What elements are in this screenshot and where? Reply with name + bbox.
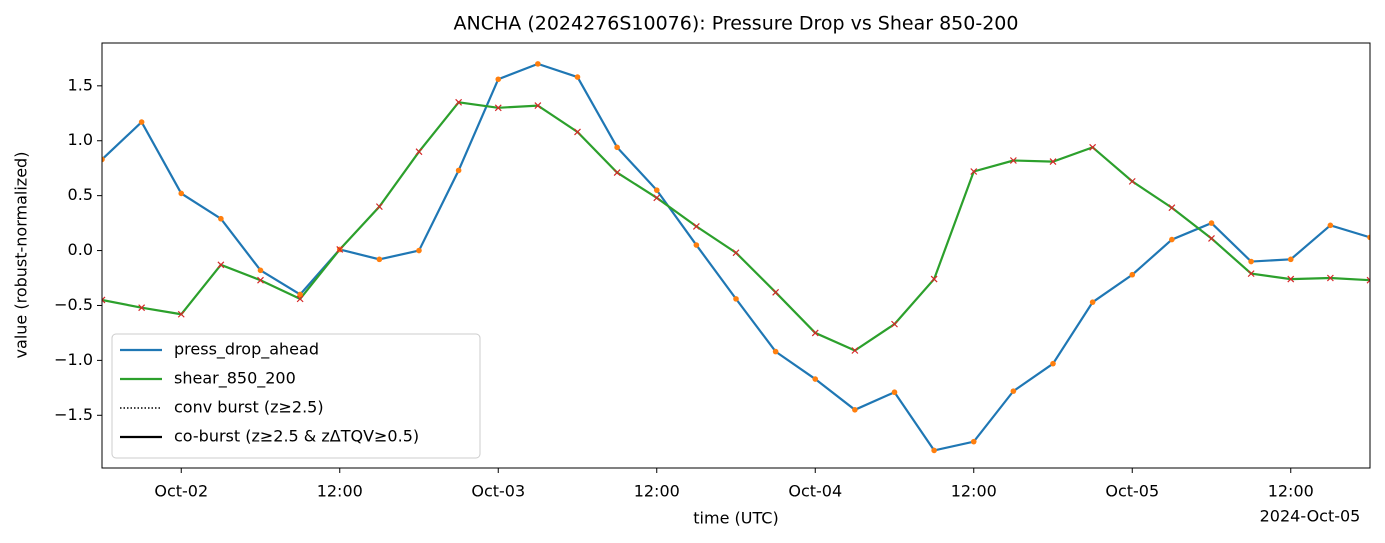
- legend-label: conv burst (z≥2.5): [174, 398, 324, 417]
- marker: [1287, 256, 1294, 263]
- marker: [1128, 177, 1136, 185]
- marker: [693, 242, 700, 248]
- marker: [217, 261, 225, 269]
- marker: [177, 310, 185, 318]
- marker: [257, 276, 264, 284]
- marker: [574, 74, 581, 80]
- marker: [891, 389, 898, 396]
- marker: [812, 376, 819, 382]
- marker: [336, 246, 344, 253]
- legend-label: co-burst (z≥2.5 & zΔTQV≥0.5): [174, 427, 419, 446]
- marker: [811, 329, 819, 337]
- marker: [614, 144, 620, 151]
- marker: [1049, 158, 1057, 166]
- marker: [455, 167, 462, 174]
- marker: [772, 288, 780, 296]
- marker: [1010, 388, 1017, 394]
- x-tick-label: Oct-02: [154, 482, 208, 501]
- marker: [1208, 235, 1215, 242]
- chart-title: ANCHA (2024276S10076): Pressure Drop vs …: [454, 13, 1019, 35]
- y-tick-label: 1.0: [68, 130, 93, 149]
- y-tick-label: 1.5: [68, 75, 93, 94]
- plot-frame: [101, 42, 1371, 469]
- marker: [613, 169, 621, 177]
- marker: [970, 438, 977, 445]
- marker: [416, 247, 422, 254]
- y-tick-label: −1.0: [54, 350, 93, 369]
- marker: [891, 320, 898, 328]
- marker: [138, 119, 145, 125]
- marker: [970, 168, 978, 175]
- marker: [1168, 204, 1176, 212]
- marker: [178, 190, 185, 197]
- marker: [1248, 258, 1254, 265]
- x-tick-label: Oct-04: [788, 482, 842, 501]
- marker: [1009, 157, 1017, 164]
- y-tick-label: −0.5: [54, 295, 93, 314]
- marker: [733, 296, 739, 302]
- marker: [1089, 143, 1097, 151]
- marker: [138, 304, 146, 312]
- marker: [297, 291, 303, 298]
- marker: [1129, 271, 1136, 278]
- marker: [375, 203, 383, 211]
- marker: [415, 148, 423, 156]
- x-axis-label: time (UTC): [693, 509, 778, 528]
- series-line: [102, 101, 1370, 352]
- legend-label: shear_850_200: [174, 369, 296, 389]
- marker: [851, 347, 859, 354]
- x-offset-label: 2024-Oct-05: [1260, 507, 1361, 526]
- x-tick-label: Oct-03: [471, 482, 525, 501]
- marker: [535, 61, 541, 67]
- legend-label: press_drop_ahead: [174, 340, 319, 360]
- marker: [653, 187, 660, 193]
- marker: [1089, 299, 1096, 305]
- marker: [1050, 360, 1056, 367]
- marker: [534, 102, 542, 110]
- marker: [1327, 222, 1334, 229]
- marker: [1326, 274, 1334, 282]
- marker: [296, 295, 304, 303]
- marker: [376, 256, 383, 263]
- marker: [1208, 220, 1215, 226]
- marker: [653, 194, 661, 202]
- marker: [852, 406, 858, 413]
- y-tick-label: 0.0: [68, 240, 93, 259]
- marker: [732, 249, 740, 257]
- x-tick-label: 12:00: [951, 482, 997, 501]
- x-tick-label: 12:00: [317, 482, 363, 501]
- marker: [455, 98, 463, 106]
- x-tick-label: 12:00: [634, 482, 680, 501]
- marker: [772, 348, 779, 355]
- marker: [930, 275, 938, 283]
- marker: [1169, 236, 1175, 243]
- y-axis-label: value (robust-normalized): [12, 152, 31, 359]
- marker: [495, 76, 502, 83]
- x-tick-label: 12:00: [1268, 482, 1314, 501]
- marker: [692, 222, 700, 230]
- marker: [1366, 276, 1370, 284]
- marker: [931, 447, 937, 454]
- x-tick-label: Oct-05: [1105, 482, 1159, 501]
- marker: [102, 156, 105, 163]
- legend-box: [111, 333, 481, 459]
- y-tick-label: 0.5: [68, 185, 93, 204]
- marker: [494, 104, 502, 112]
- marker: [574, 128, 581, 136]
- y-tick-label: −1.5: [54, 405, 93, 424]
- marker: [1367, 234, 1370, 241]
- marker: [257, 267, 264, 274]
- marker: [1287, 275, 1295, 283]
- marker: [1247, 270, 1255, 278]
- marker: [102, 296, 106, 304]
- marker: [218, 215, 224, 222]
